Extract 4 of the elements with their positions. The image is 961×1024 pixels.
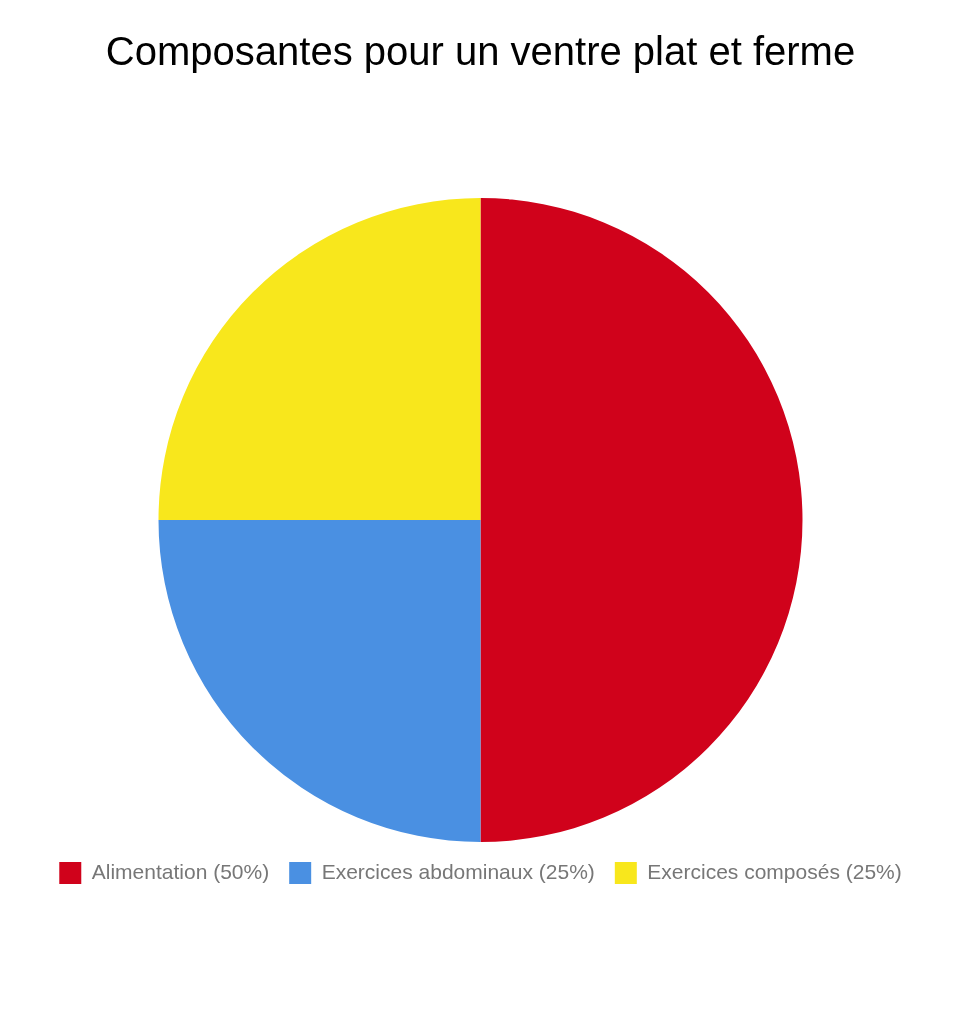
legend-label: Exercices composés (25%) — [647, 859, 902, 883]
legend-label: Alimentation (50%) — [91, 859, 270, 883]
chart-title: Composantes pour un ventre plat et ferme — [105, 29, 856, 74]
legend-label: Exercices abdominaux (25%) — [321, 859, 595, 883]
